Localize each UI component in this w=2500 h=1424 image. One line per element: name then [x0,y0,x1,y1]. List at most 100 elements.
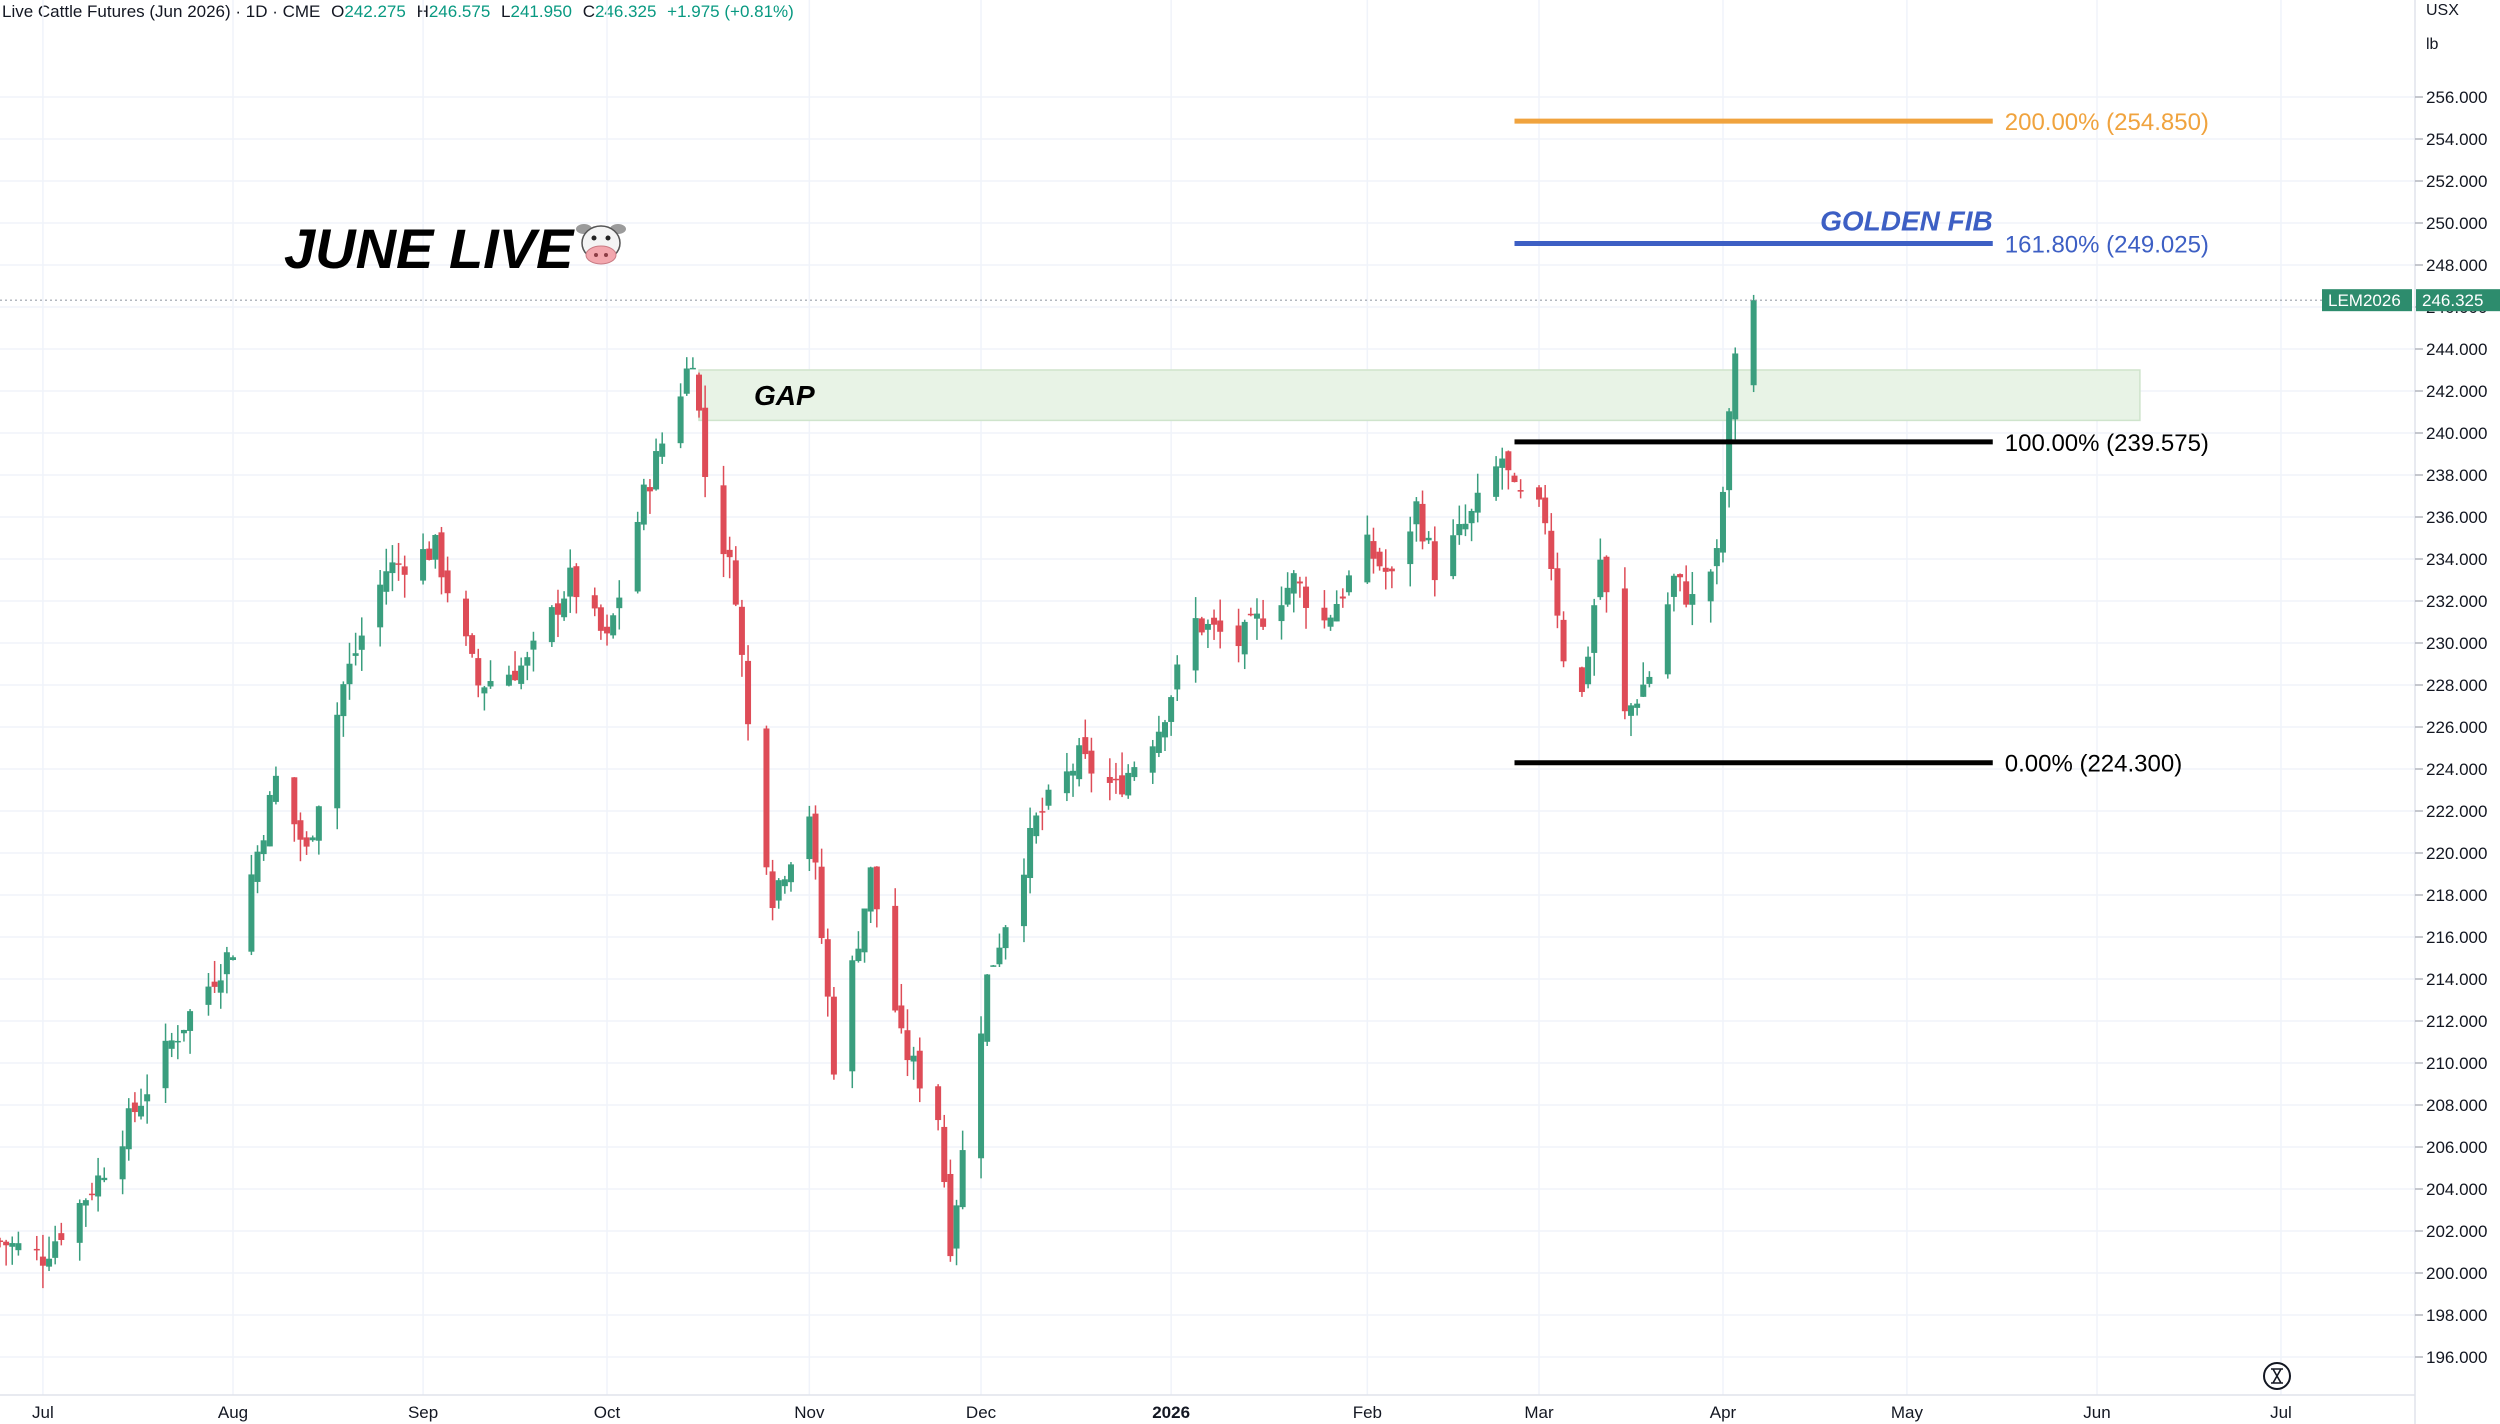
candle-body [1462,523,1469,530]
gap-zone: GAP [698,369,2141,422]
close-label: C [582,2,595,21]
candle-body [272,775,279,802]
candle-body [554,603,561,615]
candle-body [1327,617,1334,627]
golden-fib-label: GOLDEN FIB [1820,205,1993,236]
candle-body [1168,697,1175,722]
candle-body [334,714,341,809]
candle-body [475,658,482,686]
candle-body [1235,625,1242,647]
candle-body [1640,684,1647,697]
candle-body [82,1200,89,1206]
candle-body [1560,619,1567,662]
symbol-title[interactable]: Live Cattle Futures (Jun 2026) · 1D · CM… [2,2,321,21]
candle-body [916,1050,923,1089]
candle-body [395,563,402,565]
candle-body [1303,586,1310,608]
time-axis[interactable]: Jul Aug Sep Oct Nov Dec 2026 Feb Mar Apr May Jun Jul [0,1394,2415,1422]
candle-body [3,1241,10,1246]
candle-body [745,660,752,725]
candle-body [0,1240,3,1242]
candle-body [254,851,261,882]
y-tick-label: 220.000 [2426,844,2487,863]
candle-body [383,571,390,592]
candle-body [548,607,555,643]
candle-body [591,595,598,609]
candle-body [88,1193,95,1196]
candle-body [1597,559,1604,598]
candle-body [738,606,745,655]
candle-body [358,635,365,650]
candle-body [959,1150,966,1208]
candle-body [1039,811,1046,813]
candle-body [518,665,525,684]
candle-body [1628,705,1634,716]
candle-body [1364,534,1371,583]
candle-body [15,1243,22,1251]
x-tick-label: Apr [1710,1403,1737,1422]
symbol-tag-label: LEM2026 [2328,291,2401,310]
candle-body [1370,541,1377,559]
y-tick-label: 256.000 [2426,88,2487,107]
candle-body [217,980,224,993]
y-tick-label: 232.000 [2426,592,2487,611]
x-tick-label: Jun [2083,1403,2110,1422]
candle-body [1278,605,1285,622]
candle-body [873,866,880,910]
candle-body [512,670,519,681]
candle-body [444,570,451,594]
per-unit: lb [2426,36,2439,53]
goto-realtime-button[interactable] [2263,1362,2291,1390]
price-axis[interactable]: 196.000 198.000 200.000 202.000 204.000 206.0… [2414,0,2487,1424]
y-tick-label: 208.000 [2426,1096,2487,1115]
y-tick-label: 238.000 [2426,466,2487,485]
candle-body [352,653,359,656]
chart-title: JUNE LIVE [284,217,626,280]
candle-body [984,974,991,1042]
candle-body [162,1040,169,1089]
candle-body [33,1248,40,1251]
candle-body [1664,604,1671,675]
candle-body [640,484,647,525]
y-tick-label: 240.000 [2426,424,2487,443]
candle-body [1554,568,1561,616]
candle-body [1204,623,1211,630]
x-tick-label: Nov [794,1403,825,1422]
fib-level-label: 200.00% (254.850) [2005,109,2209,136]
candle-body [223,952,230,975]
candle-body [211,981,218,987]
candle-body [1468,510,1475,524]
cow-face-icon [576,224,626,265]
x-tick-label: Oct [594,1403,621,1422]
y-tick-label: 250.000 [2426,214,2487,233]
candle-body [573,566,580,598]
candle-body [634,521,641,592]
y-tick-label: 200.000 [2426,1264,2487,1283]
high-value: 246.575 [428,2,491,21]
candle-body [438,532,445,578]
fib-level-label: 0.00% (224.300) [2005,751,2182,778]
candle-body [187,1011,194,1031]
candle-body [1211,617,1218,625]
candle-body [1621,588,1628,712]
candle-body [377,584,384,628]
candle-body [1296,581,1303,584]
candle-body [1474,492,1481,513]
candle-body [1125,772,1132,796]
currency-unit[interactable]: USX [2426,2,2459,19]
candle-body [812,813,819,863]
candle-body [1070,770,1077,776]
candle-body [1511,475,1518,483]
candle-body [1677,574,1684,578]
candle-body [1499,458,1506,468]
candle-body [990,965,997,967]
y-tick-label: 236.000 [2426,508,2487,527]
candle-body [1407,531,1414,565]
y-tick-label: 216.000 [2426,928,2487,947]
candle-body [910,1055,917,1062]
candlestick-series [0,294,1757,1289]
candle-body [1198,618,1205,633]
candle-body [1670,575,1677,597]
candle-body [1548,530,1555,569]
